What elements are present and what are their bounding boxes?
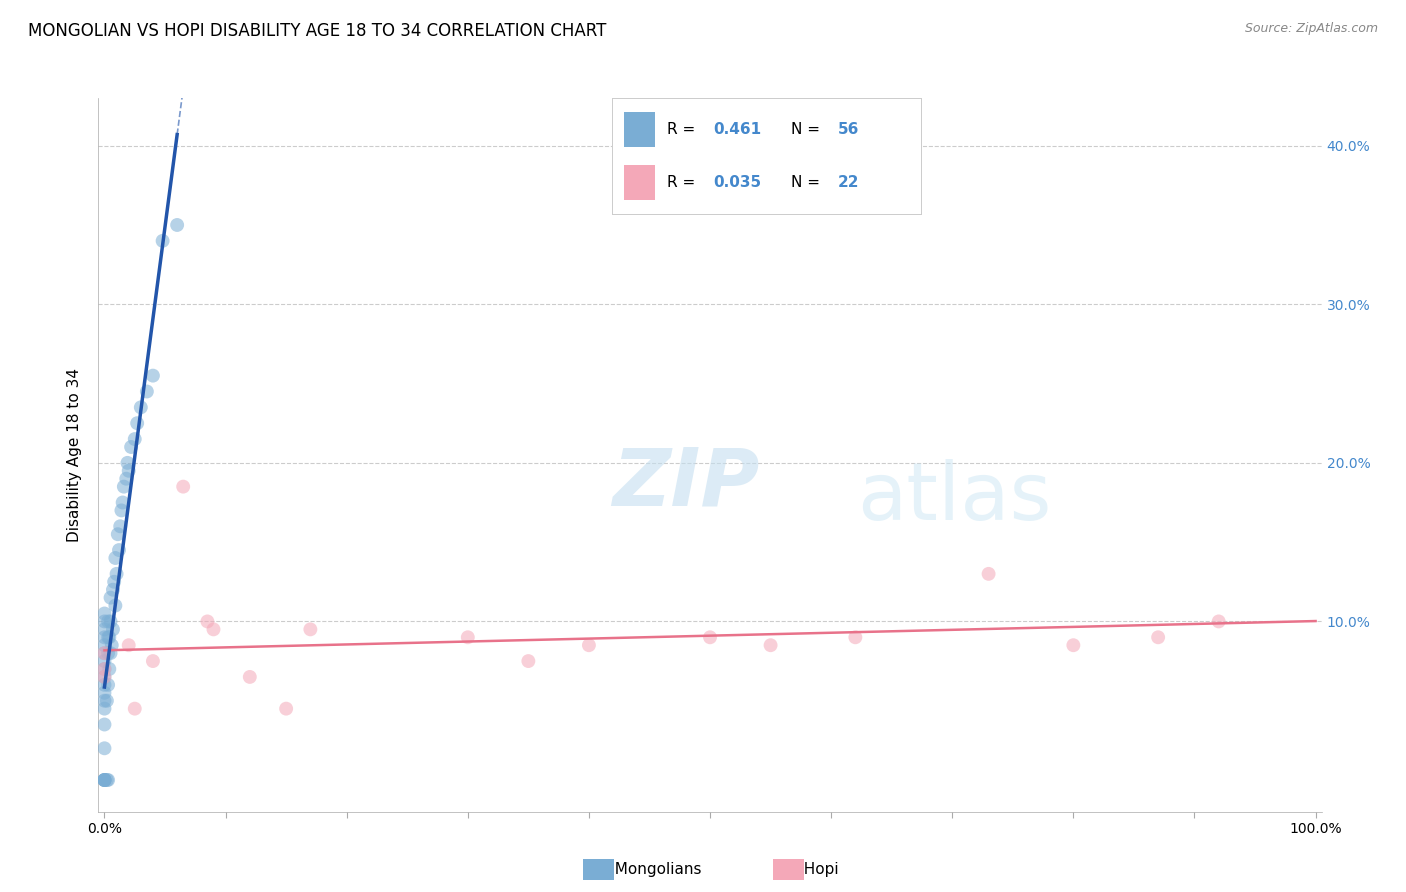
Point [107, 527, 129, 541]
Text: Hopi: Hopi [794, 863, 839, 877]
Point [93, 646, 115, 660]
Point [844, 630, 866, 644]
Point [97, 615, 120, 629]
Point [93, 662, 115, 676]
Point [93, 678, 115, 692]
Text: R =: R = [668, 175, 700, 190]
Point [124, 701, 146, 715]
Point [578, 638, 600, 652]
Point [100, 646, 122, 660]
Point [97, 678, 120, 692]
FancyBboxPatch shape [624, 112, 655, 147]
Point [124, 432, 146, 446]
Point [172, 480, 194, 494]
Point [759, 638, 782, 652]
Point [517, 654, 540, 668]
Point [101, 582, 124, 597]
Point [93, 638, 115, 652]
Point [977, 566, 1000, 581]
Point [93, 646, 115, 660]
Point [166, 218, 188, 232]
Point [93, 630, 115, 644]
Text: 22: 22 [838, 175, 859, 190]
Point [93, 623, 115, 637]
Point [93, 654, 115, 668]
Point [93, 772, 115, 787]
Point [110, 503, 132, 517]
Text: Mongolians: Mongolians [605, 863, 702, 877]
Point [117, 456, 139, 470]
Point [108, 543, 131, 558]
Point [100, 615, 122, 629]
Point [93, 701, 115, 715]
Point [127, 416, 149, 430]
FancyBboxPatch shape [624, 165, 655, 200]
Point [97, 630, 120, 644]
Point [111, 495, 134, 509]
Point [105, 566, 128, 581]
Point [100, 638, 122, 652]
Point [120, 440, 142, 454]
Point [239, 670, 262, 684]
Point [1062, 638, 1084, 652]
Point [197, 615, 219, 629]
Point [96, 772, 118, 787]
Point [699, 630, 721, 644]
Point [93, 670, 115, 684]
Text: atlas: atlas [856, 458, 1052, 537]
Point [97, 772, 120, 787]
Point [93, 686, 115, 700]
Point [129, 401, 152, 415]
Text: Source: ZipAtlas.com: Source: ZipAtlas.com [1244, 22, 1378, 36]
Point [101, 623, 124, 637]
Point [112, 480, 135, 494]
Point [93, 772, 115, 787]
Point [104, 599, 127, 613]
Text: 56: 56 [838, 122, 859, 137]
Point [135, 384, 157, 399]
Point [96, 694, 118, 708]
Text: MONGOLIAN VS HOPI DISABILITY AGE 18 TO 34 CORRELATION CHART: MONGOLIAN VS HOPI DISABILITY AGE 18 TO 3… [28, 22, 606, 40]
Point [103, 574, 125, 589]
Point [118, 638, 141, 652]
Point [299, 623, 322, 637]
Point [110, 519, 132, 533]
Point [202, 623, 225, 637]
Point [1208, 615, 1230, 629]
Text: R =: R = [668, 122, 700, 137]
Point [93, 615, 115, 629]
Point [100, 591, 122, 605]
Point [152, 234, 174, 248]
Text: 0.461: 0.461 [714, 122, 762, 137]
Point [276, 701, 298, 715]
Point [98, 662, 121, 676]
Text: N =: N = [792, 122, 825, 137]
Text: 0.035: 0.035 [714, 175, 762, 190]
Point [115, 472, 138, 486]
Point [142, 654, 165, 668]
Point [98, 630, 121, 644]
Point [93, 741, 115, 756]
Point [118, 464, 141, 478]
Point [93, 717, 115, 731]
Point [1147, 630, 1170, 644]
Point [104, 551, 127, 566]
Point [457, 630, 479, 644]
Point [93, 607, 115, 621]
Point [93, 694, 115, 708]
Text: N =: N = [792, 175, 825, 190]
Point [93, 662, 115, 676]
Point [93, 772, 115, 787]
Point [93, 772, 115, 787]
Text: ZIP: ZIP [612, 444, 759, 523]
Point [142, 368, 165, 383]
Point [97, 646, 120, 660]
Point [93, 670, 115, 684]
Y-axis label: Disability Age 18 to 34: Disability Age 18 to 34 [67, 368, 83, 542]
Point [93, 772, 115, 787]
